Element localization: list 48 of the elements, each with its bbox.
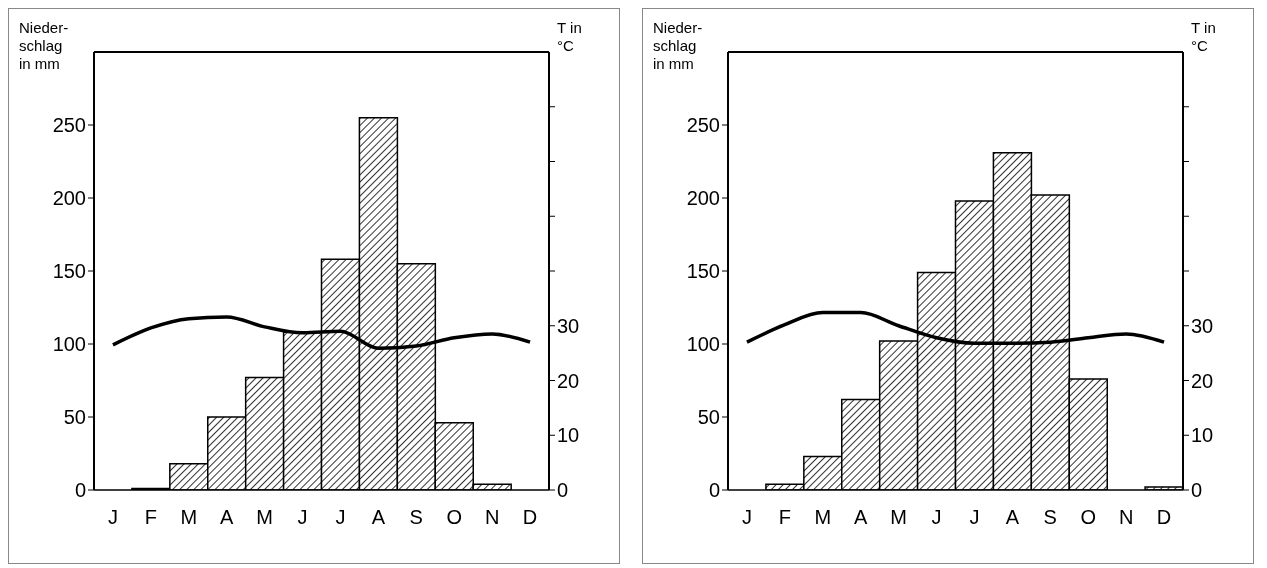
x-tick-label: J bbox=[107, 506, 118, 529]
x-tick-label: A bbox=[1005, 506, 1020, 529]
x-tick-label: D bbox=[1156, 506, 1172, 529]
x-tick-label: J bbox=[969, 506, 980, 529]
y-tick-label: 200 bbox=[52, 187, 86, 210]
y-axis-title: Nieder- schlag in mm bbox=[19, 19, 69, 73]
x-tick-label: N bbox=[1118, 506, 1134, 529]
y2-axis-title: T in °C bbox=[1191, 19, 1216, 55]
y-tick-label: 100 bbox=[686, 333, 720, 356]
y2-tick-label: 30 bbox=[1191, 314, 1214, 337]
y-tick-label: 150 bbox=[52, 260, 86, 283]
x-tick-label: A bbox=[371, 506, 386, 529]
y-tick-label: 50 bbox=[697, 406, 720, 429]
y-tick-label: 0 bbox=[74, 479, 86, 502]
x-tick-label: F bbox=[144, 506, 157, 529]
y-tick-label: 250 bbox=[686, 114, 720, 137]
x-tick-label: J bbox=[931, 506, 942, 529]
x-tick-label: A bbox=[220, 506, 235, 529]
x-tick-label: J bbox=[335, 506, 346, 529]
y2-axis-title: T in °C bbox=[557, 19, 582, 55]
x-tick-label: S bbox=[409, 506, 423, 529]
y2-tick-label: 20 bbox=[1191, 369, 1214, 392]
x-tick-label: J bbox=[297, 506, 308, 529]
x-tick-label: O bbox=[1080, 506, 1096, 529]
y-tick-label: 250 bbox=[52, 114, 86, 137]
x-tick-label: M bbox=[256, 506, 273, 529]
y-tick-label: 200 bbox=[686, 187, 720, 210]
y-tick-label: 50 bbox=[63, 406, 86, 429]
y2-tick-label: 10 bbox=[557, 424, 580, 447]
y-tick-label: 0 bbox=[708, 479, 720, 502]
y-tick-label: 100 bbox=[52, 333, 86, 356]
x-tick-label: M bbox=[890, 506, 907, 529]
y-axis-title: Nieder- schlag in mm bbox=[653, 19, 703, 73]
x-tick-label: O bbox=[446, 506, 462, 529]
y-tick-label: 150 bbox=[686, 260, 720, 283]
y2-tick-label: 10 bbox=[1191, 424, 1214, 447]
x-tick-label: J bbox=[741, 506, 752, 529]
x-tick-label: F bbox=[778, 506, 791, 529]
x-tick-label: S bbox=[1043, 506, 1057, 529]
y2-tick-label: 0 bbox=[557, 479, 569, 502]
x-tick-label: A bbox=[854, 506, 869, 529]
x-tick-label: N bbox=[484, 506, 500, 529]
x-tick-label: M bbox=[180, 506, 198, 529]
y2-tick-label: 0 bbox=[1191, 479, 1203, 502]
x-tick-label: M bbox=[814, 506, 832, 529]
y2-tick-label: 20 bbox=[557, 369, 580, 392]
y2-tick-label: 30 bbox=[557, 314, 580, 337]
x-tick-label: D bbox=[522, 506, 538, 529]
